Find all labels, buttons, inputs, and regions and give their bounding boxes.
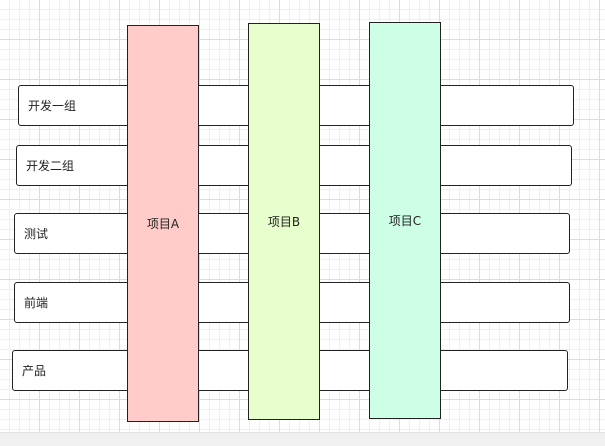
row-label: 开发二组 bbox=[26, 159, 75, 173]
column-label: 项目A bbox=[146, 217, 180, 231]
column-label: 项目B bbox=[267, 215, 301, 229]
diagram-canvas[interactable]: 开发一组 开发二组 测试 前端 产品 项目A 项目B 项目C bbox=[0, 0, 605, 432]
column-project-b[interactable]: 项目B bbox=[248, 23, 320, 420]
column-project-c[interactable]: 项目C bbox=[369, 22, 441, 419]
row-label: 测试 bbox=[24, 227, 49, 241]
column-label: 项目C bbox=[388, 214, 422, 228]
row-label: 开发一组 bbox=[28, 99, 77, 113]
row-label: 产品 bbox=[22, 364, 47, 378]
column-project-a[interactable]: 项目A bbox=[127, 25, 199, 422]
row-label: 前端 bbox=[24, 296, 49, 310]
canvas-bottom-strip bbox=[0, 432, 605, 446]
